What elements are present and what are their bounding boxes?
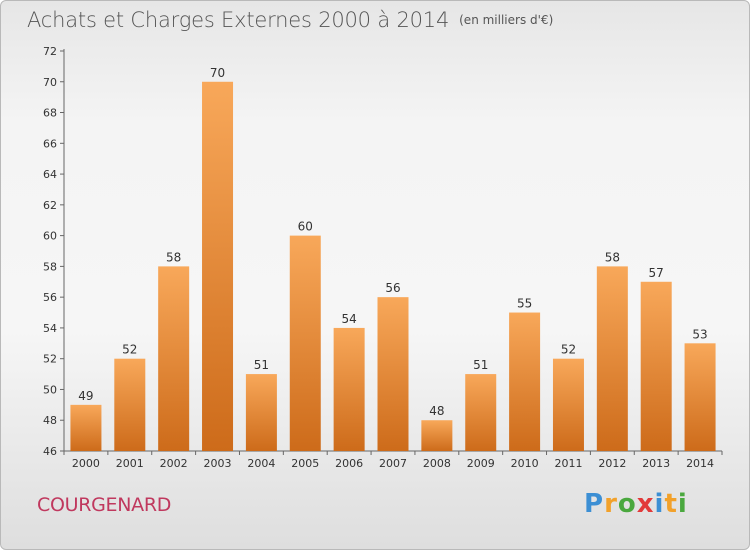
x-tick-label: 2003 — [204, 457, 232, 470]
y-tick-label: 48 — [43, 414, 57, 427]
data-label: 53 — [692, 327, 707, 341]
bar — [114, 358, 146, 451]
y-tick-label: 64 — [43, 168, 57, 181]
y-tick-label: 50 — [43, 383, 57, 396]
x-tick-label: 2002 — [160, 457, 188, 470]
data-label: 70 — [210, 66, 225, 80]
x-tick-label: 2011 — [554, 457, 582, 470]
logo-letter: t — [664, 489, 678, 519]
data-label: 51 — [254, 358, 269, 372]
logo-letter: o — [617, 489, 637, 519]
bar — [333, 327, 365, 451]
x-tick-label: 2007 — [379, 457, 407, 470]
data-label: 49 — [78, 389, 93, 403]
chart-bars — [70, 81, 716, 452]
chart-value-labels: 49 52 58 70 51 60 54 56 48 51 55 52 58 57 53 — [78, 66, 707, 418]
logo-letter: P — [584, 489, 605, 519]
bar — [202, 81, 234, 452]
x-tick-label: 2012 — [598, 457, 626, 470]
logo-letter: r — [604, 489, 618, 519]
proxiti-logo: Proxiti — [584, 489, 688, 519]
logo-letter: x — [636, 489, 655, 519]
y-tick-label: 72 — [43, 45, 57, 58]
y-tick-label: 70 — [43, 76, 57, 89]
y-tick-label: 46 — [43, 445, 57, 458]
logo-letter: i — [654, 489, 665, 519]
x-tick-label: 2001 — [116, 457, 144, 470]
x-tick-label: 2010 — [511, 457, 539, 470]
chart-title: Achats et Charges Externes 2000 à 2014 — [27, 8, 450, 32]
data-label: 60 — [298, 220, 313, 234]
x-tick-label: 2000 — [72, 457, 100, 470]
x-tick-label: 2005 — [291, 457, 319, 470]
bar — [640, 281, 672, 451]
bar — [421, 420, 453, 451]
x-tick-label: 2014 — [686, 457, 714, 470]
data-label: 52 — [122, 343, 137, 357]
y-tick-label: 60 — [43, 230, 57, 243]
chart-unit: (en milliers d'€) — [459, 13, 554, 27]
y-tick-label: 58 — [43, 260, 57, 273]
logo-letter: i — [677, 489, 688, 519]
data-label: 52 — [561, 343, 576, 357]
bar — [465, 374, 497, 451]
x-tick-label: 2008 — [423, 457, 451, 470]
bar — [158, 266, 190, 451]
y-tick-label: 66 — [43, 137, 57, 150]
x-tick-label: 2006 — [335, 457, 363, 470]
data-label: 48 — [429, 404, 444, 418]
chart-title-row: Achats et Charges Externes 2000 à 2014 (e… — [27, 8, 553, 32]
chart-axes: 46 48 50 52 54 56 58 60 62 64 66 68 70 72 2000 2001 2002… — [43, 45, 723, 470]
bar — [377, 297, 409, 451]
bar — [596, 266, 628, 451]
y-tick-label: 62 — [43, 199, 57, 212]
y-tick-label: 56 — [43, 291, 57, 304]
data-label: 57 — [649, 266, 664, 280]
bar — [289, 235, 321, 451]
data-label: 54 — [341, 312, 356, 326]
data-label: 58 — [605, 250, 620, 264]
data-label: 55 — [517, 297, 532, 311]
y-tick-label: 54 — [43, 322, 57, 335]
commune-name: COURGENARD — [37, 494, 172, 516]
data-label: 51 — [473, 358, 488, 372]
y-tick-label: 52 — [43, 353, 57, 366]
y-tick-label: 68 — [43, 107, 57, 120]
bar — [245, 374, 277, 451]
x-tick-label: 2009 — [467, 457, 495, 470]
bar — [70, 404, 102, 451]
data-label: 58 — [166, 250, 181, 264]
bar — [684, 343, 716, 451]
x-tick-label: 2004 — [247, 457, 275, 470]
bar — [552, 358, 584, 451]
x-tick-label: 2013 — [642, 457, 670, 470]
data-label: 56 — [385, 281, 400, 295]
bar — [509, 312, 541, 451]
